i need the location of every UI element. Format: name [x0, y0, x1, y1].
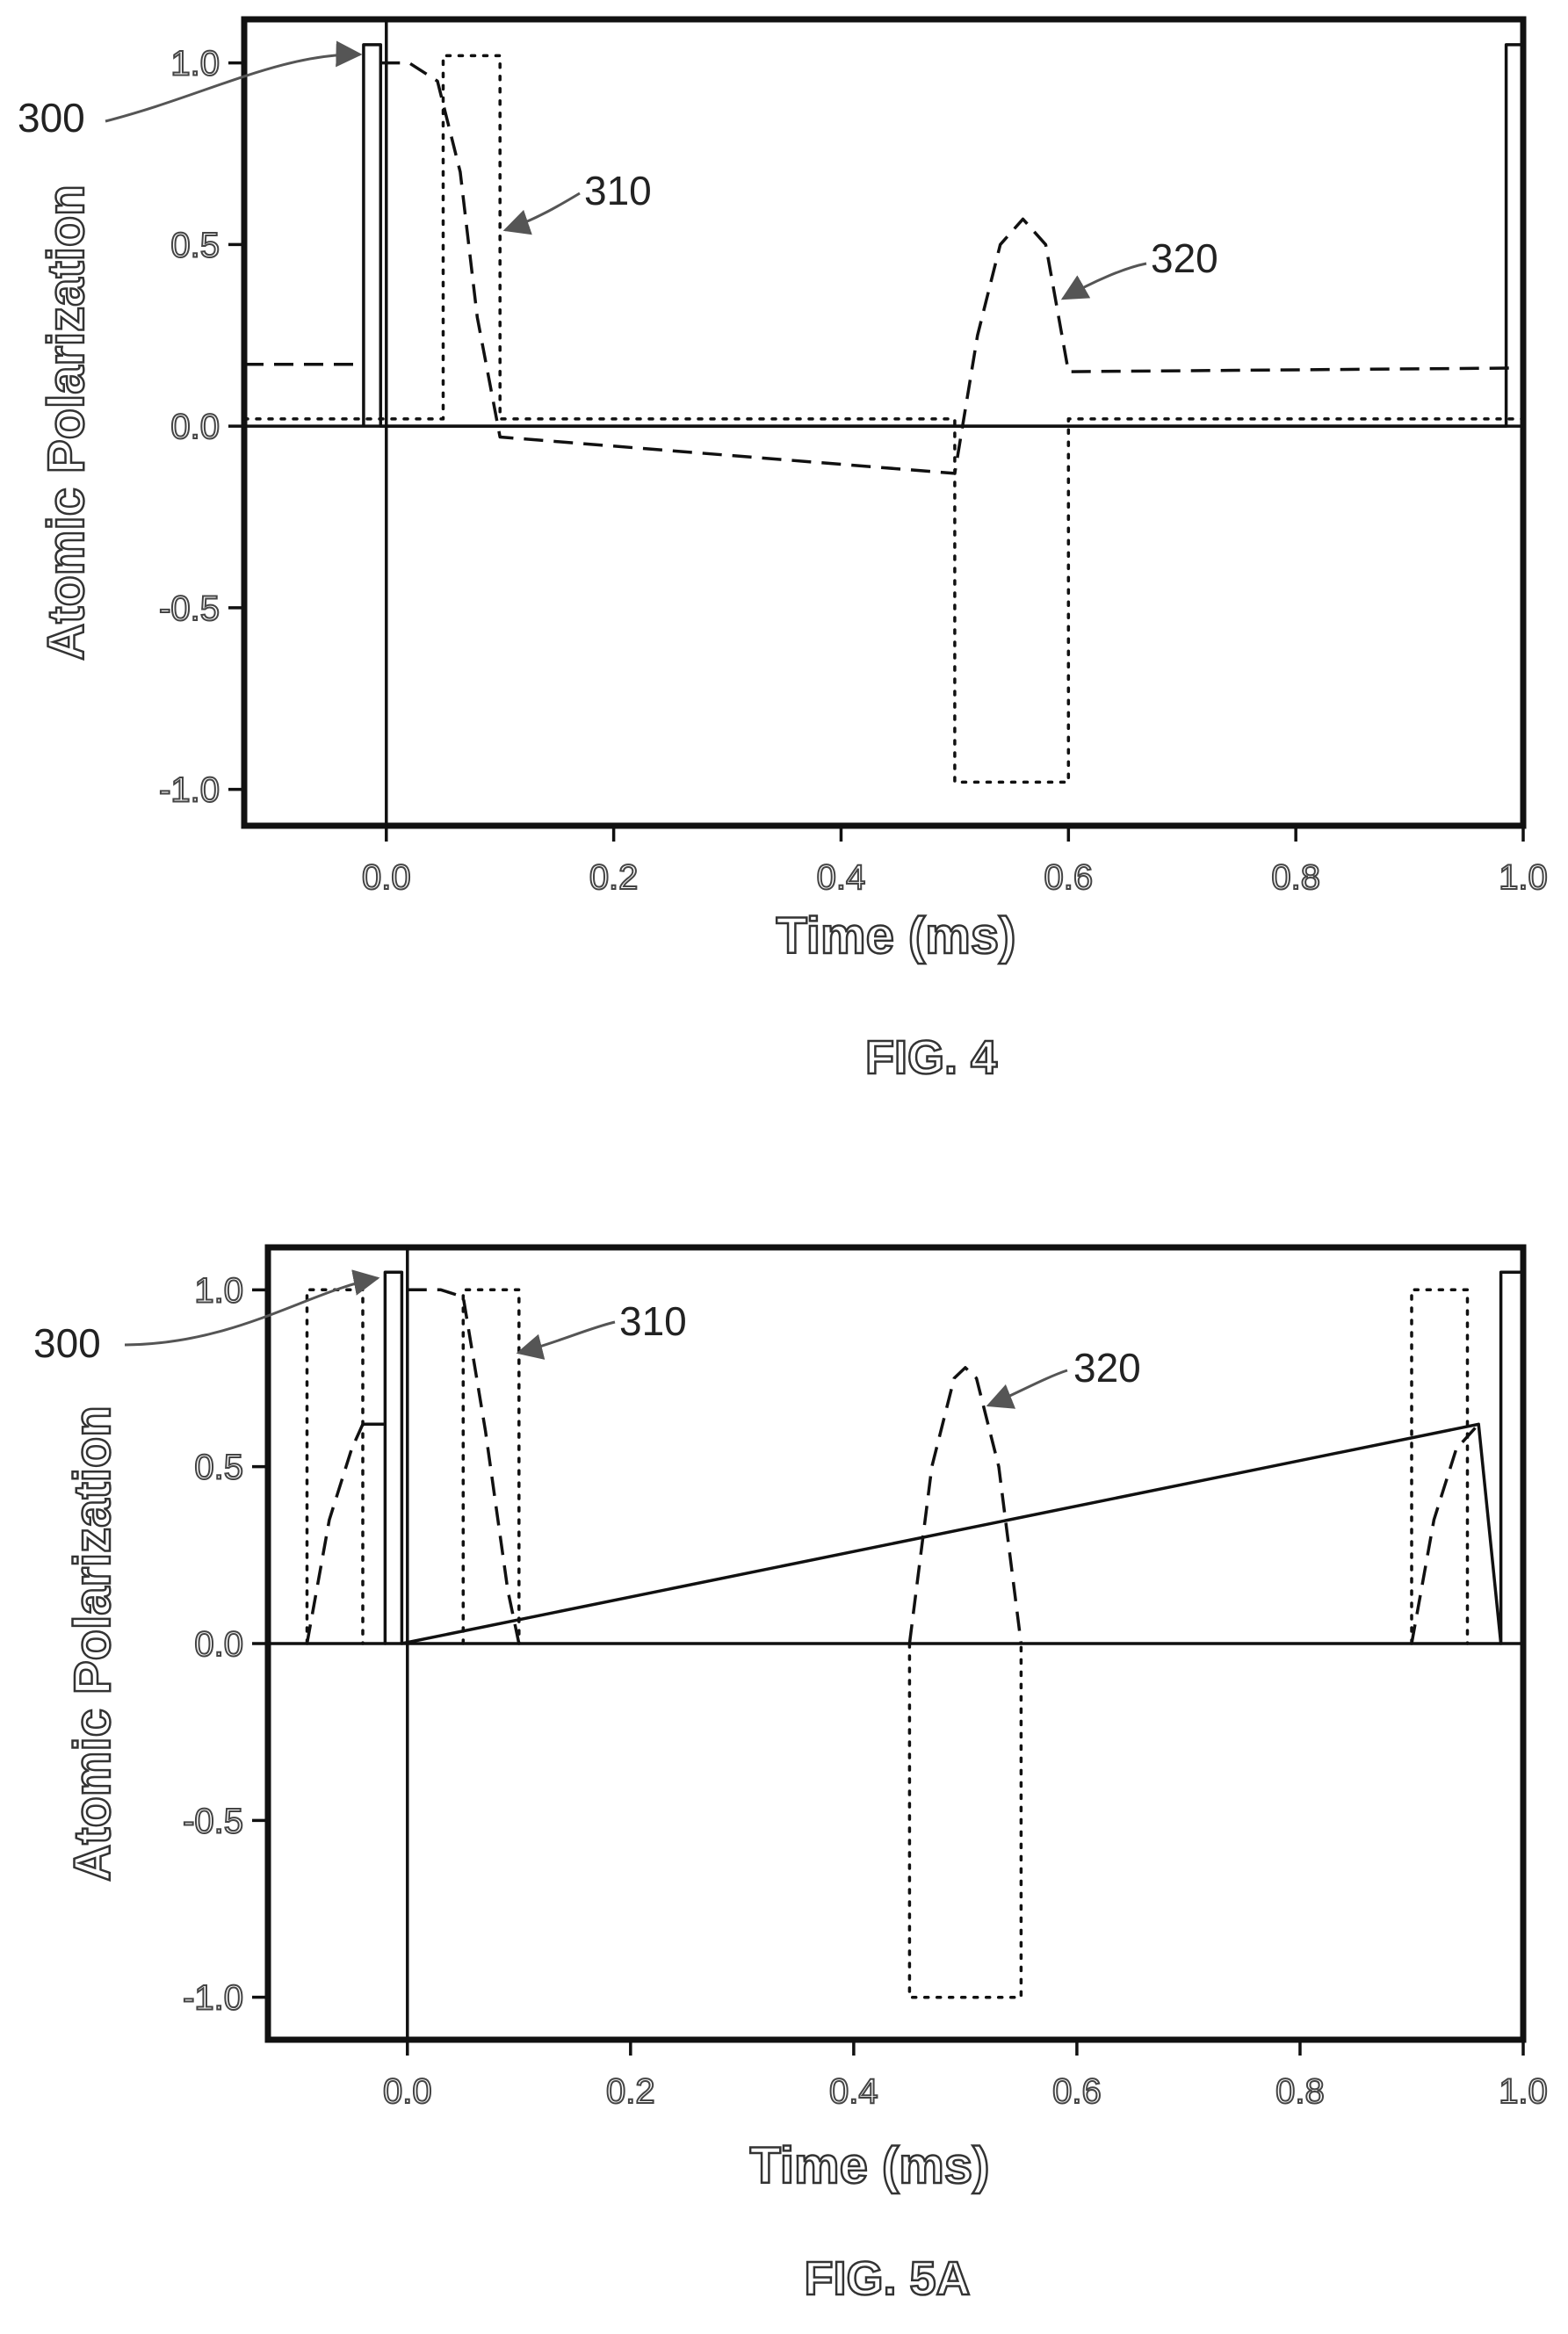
y-tick-label: 0.0	[170, 408, 220, 446]
x-tick-label: 0.2	[589, 858, 639, 897]
x-tick-label: 1.0	[1499, 2072, 1548, 2111]
series-dashed	[244, 61, 1513, 475]
y-tick-label: -0.5	[159, 589, 220, 628]
y-tick-label: -1.0	[159, 771, 220, 810]
y-tick-label: 1.0	[170, 45, 220, 83]
y-axis-title: Atomic Polarization	[38, 184, 95, 660]
series-solid	[363, 1270, 1523, 1645]
series-solid	[362, 43, 1523, 428]
x-tick-label: 0.6	[1044, 858, 1094, 897]
reference-numeral-310: 310	[584, 168, 652, 213]
y-tick-label: 0.5	[170, 226, 220, 264]
x-tick-label: 1.0	[1499, 858, 1548, 897]
reference-numeral-320: 320	[1151, 235, 1218, 281]
reference-numeral-320: 320	[1073, 1345, 1141, 1391]
x-tick-label: 0.0	[383, 2072, 432, 2111]
reference-numeral-300: 300	[33, 1320, 101, 1366]
reference-numeral-310: 310	[619, 1298, 687, 1344]
x-tick-label: 0.8	[1275, 2072, 1325, 2111]
x-axis-title: Time (ms)	[750, 2137, 990, 2194]
x-tick-label: 0.4	[817, 858, 866, 897]
plot-frame	[241, 16, 1527, 829]
y-tick-label: -1.0	[183, 1979, 243, 2018]
y-tick-label: -0.5	[183, 1802, 243, 1840]
figure-5a: 1.0 0.5 0.0 -0.5 -1.0 0.0 0.2 0.4 0.6 0.8 1.0 Time …	[33, 1244, 1549, 2306]
figure-4: 1.0 0.5 0.0 -0.5 -1.0 0.0 0.2 0.4 0.6 0.8 1.0 Time …	[18, 16, 1549, 1085]
reference-numeral-300: 300	[18, 95, 85, 141]
y-axis-title: Atomic Polarization	[64, 1405, 121, 1881]
annotation-arrow	[1060, 262, 1147, 300]
annotation-arrow	[124, 1269, 380, 1347]
y-tick-label: 0.5	[194, 1449, 243, 1487]
x-tick-label: 0.0	[362, 858, 411, 897]
series-dotted	[242, 54, 1525, 784]
x-tick-label: 0.8	[1271, 858, 1320, 897]
x-axis-title: Time (ms)	[777, 907, 1016, 965]
y-tick-label: 0.0	[194, 1625, 243, 1664]
figure-caption: FIG. 5A	[804, 2252, 970, 2305]
x-tick-label: 0.2	[606, 2072, 655, 2111]
annotation-arrow	[986, 1369, 1068, 1409]
x-tick-label: 0.4	[829, 2072, 878, 2111]
annotation-arrow	[502, 191, 581, 235]
figure-caption: FIG. 4	[865, 1031, 997, 1084]
annotation-arrow	[516, 1320, 616, 1360]
series-dashed	[305, 1288, 1480, 1644]
annotation-arrow	[105, 40, 363, 123]
y-tick-label: 1.0	[194, 1271, 243, 1310]
x-tick-label: 0.6	[1052, 2072, 1102, 2111]
